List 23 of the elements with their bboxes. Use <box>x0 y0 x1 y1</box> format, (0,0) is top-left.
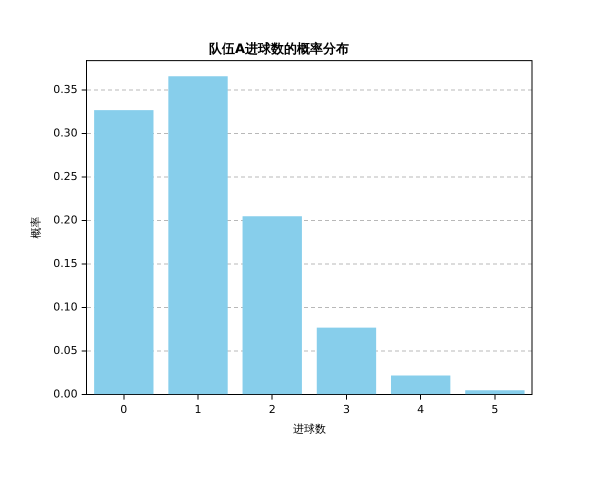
y-axis-title: 概率 <box>29 216 42 239</box>
y-tick-label: 0.35 <box>53 83 78 96</box>
x-tick-label: 3 <box>342 403 350 416</box>
y-tick-label: 0.20 <box>53 214 78 226</box>
bar <box>390 375 450 394</box>
x-tick-label: 2 <box>268 403 276 416</box>
bar <box>465 390 525 394</box>
x-tick-label: 5 <box>491 403 498 416</box>
bar <box>242 216 302 394</box>
x-axis-title: 进球数 <box>292 422 326 436</box>
y-tick-label: 0.30 <box>53 126 78 140</box>
x-tick-label: 4 <box>417 403 424 416</box>
y-tick-label: 0.00 <box>53 387 78 400</box>
bar <box>316 328 376 394</box>
x-tick-label: 0 <box>120 403 128 416</box>
y-tick-label: 0.15 <box>53 256 78 270</box>
x-tick-label: 1 <box>194 403 202 416</box>
y-tick-label: 0.25 <box>53 170 78 184</box>
y-tick-label: 0.10 <box>53 300 78 314</box>
bar <box>168 76 228 394</box>
bar <box>94 110 154 394</box>
y-tick-label: 0.05 <box>53 344 78 357</box>
chart-title: 队伍A进球数的概率分布 <box>208 41 350 58</box>
